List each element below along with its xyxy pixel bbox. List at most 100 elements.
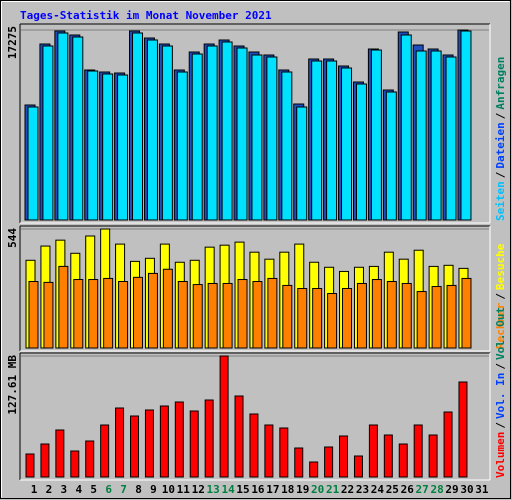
- bar: [132, 32, 144, 221]
- bar: [161, 45, 173, 221]
- bar: [341, 67, 353, 221]
- bar: [72, 36, 84, 221]
- bar: [327, 293, 338, 349]
- x-tick-label: 22: [341, 483, 354, 496]
- bar: [461, 277, 472, 349]
- bar: [25, 453, 35, 478]
- bar: [326, 60, 338, 221]
- bar: [55, 429, 65, 478]
- x-tick-label: 23: [356, 483, 369, 496]
- x-tick-label: 25: [386, 483, 399, 496]
- bar: [159, 405, 169, 478]
- bar: [133, 276, 144, 349]
- bar: [100, 424, 110, 478]
- bar: [282, 284, 293, 349]
- legend-item: Seiten: [494, 181, 507, 221]
- bar: [296, 106, 308, 221]
- x-tick-label: 29: [445, 483, 458, 496]
- bar: [458, 381, 468, 478]
- chart-title: Tages-Statistik im Monat November 2021: [20, 9, 272, 22]
- bar: [70, 450, 80, 478]
- bar: [42, 45, 54, 221]
- x-tick-label: 26: [401, 483, 415, 496]
- legend: Volumen / Vol. In / Vol. Out: [494, 307, 507, 478]
- bar: [174, 401, 184, 478]
- bar: [27, 106, 39, 221]
- bar: [386, 281, 397, 349]
- bar: [176, 71, 188, 221]
- x-tick-label: 24: [371, 483, 385, 496]
- legend-item: Besuche: [494, 243, 507, 290]
- bar: [431, 286, 442, 349]
- x-tick-label: 15: [236, 483, 249, 496]
- x-tick-label: 18: [281, 483, 294, 496]
- x-tick-label: 9: [150, 483, 157, 496]
- bar: [353, 455, 363, 478]
- x-tick-label: 21: [326, 483, 340, 496]
- bar: [192, 284, 203, 349]
- legend-item: /: [494, 363, 507, 370]
- bar: [339, 435, 349, 478]
- x-tick-label: 5: [90, 483, 97, 496]
- legend-item: Vol. Out: [494, 307, 507, 360]
- x-tick-label: 6: [105, 483, 112, 496]
- x-tick-label: 3: [61, 483, 68, 496]
- legend-item: /: [494, 171, 507, 178]
- bar: [267, 277, 278, 349]
- bar: [294, 447, 304, 478]
- bar: [177, 281, 188, 349]
- y-tick-label: 17275: [6, 26, 19, 59]
- bar: [297, 288, 308, 349]
- bar: [236, 47, 248, 221]
- bar: [117, 74, 129, 221]
- bar: [443, 411, 453, 478]
- bar: [191, 53, 203, 221]
- bar: [266, 56, 278, 221]
- bar: [73, 279, 84, 349]
- bar: [189, 410, 199, 478]
- x-tick-label: 8: [135, 483, 142, 496]
- bar: [43, 281, 54, 349]
- bar: [118, 281, 129, 349]
- bar: [311, 60, 323, 221]
- bar: [324, 446, 334, 478]
- bar: [413, 424, 423, 478]
- legend-item: Vol. In: [494, 373, 507, 419]
- bar: [58, 265, 69, 349]
- bar: [249, 413, 259, 478]
- bar: [130, 415, 140, 478]
- bar: [234, 395, 244, 478]
- bar: [221, 41, 233, 221]
- x-tick-label: 12: [192, 483, 205, 496]
- bar: [371, 279, 382, 349]
- y-tick-label: 127.61 MB: [6, 355, 19, 415]
- bar: [415, 50, 427, 221]
- bar: [237, 279, 248, 349]
- x-tick-label: 1: [31, 483, 38, 496]
- bar: [57, 32, 69, 221]
- bar: [430, 50, 442, 221]
- bar: [281, 71, 293, 221]
- bar: [398, 443, 408, 478]
- legend-item: /: [494, 293, 507, 300]
- bar: [368, 424, 378, 478]
- bar: [206, 45, 218, 221]
- legend-item: Anfragen: [494, 57, 507, 110]
- bar: [356, 282, 367, 349]
- bar: [85, 440, 95, 478]
- legend: Seiten / Dateien / Anfragen: [494, 57, 507, 221]
- bar: [40, 443, 50, 478]
- bar: [87, 70, 99, 221]
- bar: [88, 279, 99, 349]
- bar: [207, 282, 218, 349]
- bar: [103, 277, 114, 349]
- legend: Rechner / Besuche: [494, 243, 507, 349]
- bar: [401, 282, 412, 349]
- x-tick-label: 7: [120, 483, 127, 496]
- legend-item: Volumen: [494, 432, 507, 478]
- bar: [144, 409, 154, 478]
- bar: [279, 427, 289, 478]
- bar: [222, 282, 233, 349]
- bar: [309, 461, 319, 478]
